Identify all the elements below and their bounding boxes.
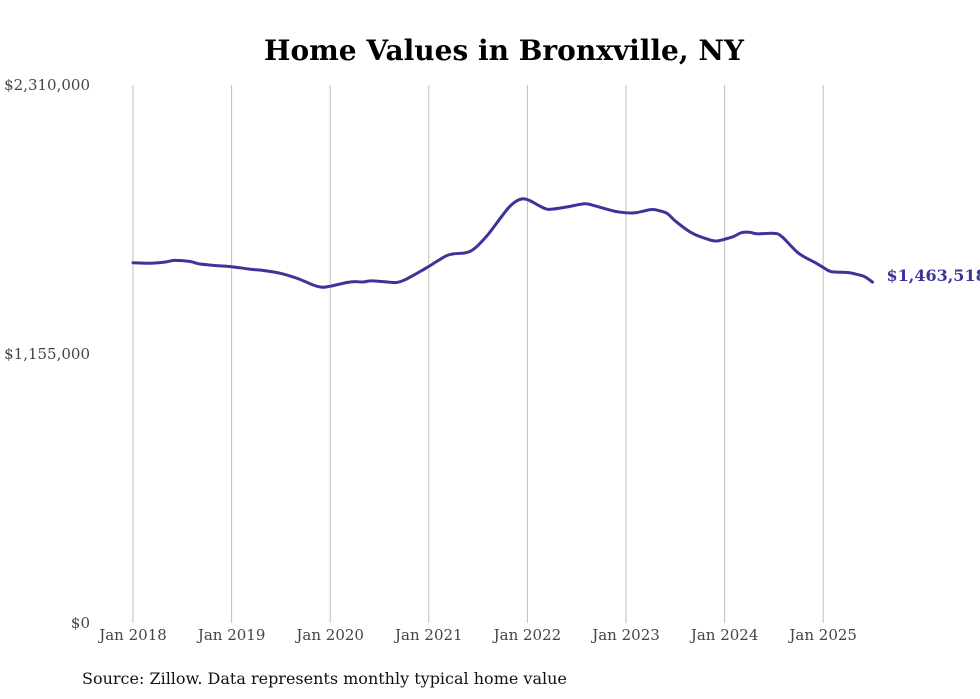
- x-tick-label: Jan 2019: [196, 626, 266, 644]
- y-axis-labels: $2,310,000 $1,155,000 $0: [4, 76, 90, 632]
- x-tick-label: Jan 2023: [590, 626, 660, 644]
- x-tick-label: Jan 2020: [294, 626, 364, 644]
- y-tick-label: $2,310,000: [4, 76, 90, 94]
- chart-title: Home Values in Bronxville, NY: [264, 34, 745, 67]
- grid-lines: [132, 85, 824, 623]
- x-tick-label: Jan 2025: [787, 626, 857, 644]
- x-tick-label: Jan 2018: [97, 626, 167, 644]
- x-tick-label: Jan 2024: [689, 626, 759, 644]
- source-note: Source: Zillow. Data represents monthly …: [82, 669, 567, 688]
- x-tick-label: Jan 2022: [492, 626, 562, 644]
- y-tick-label: $0: [71, 614, 90, 632]
- x-tick-label: Jan 2021: [393, 626, 463, 644]
- end-value-label: $1,463,518: [887, 266, 980, 285]
- series-line: [131, 197, 874, 289]
- y-tick-label: $1,155,000: [4, 345, 90, 363]
- series-group: $1,463,518: [131, 197, 980, 289]
- x-axis-labels: Jan 2018 Jan 2019 Jan 2020 Jan 2021 Jan 2022…: [97, 626, 857, 644]
